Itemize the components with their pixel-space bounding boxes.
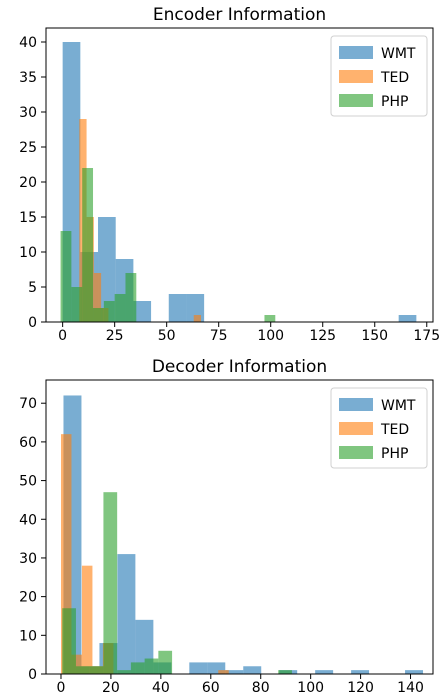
encoder-ytick-label: 10 bbox=[19, 245, 37, 261]
encoder-ytick-label: 15 bbox=[19, 210, 37, 226]
decoder-chart-panel: Decoder Information 0 20 40 60 80 100 120 140 0 10… bbox=[0, 350, 444, 700]
encoder-legend-label-ted: TED bbox=[380, 70, 409, 86]
decoder-bar-wmt-13 bbox=[405, 670, 424, 674]
encoder-ytick-label: 5 bbox=[28, 280, 37, 296]
encoder-bar-wmt-4 bbox=[133, 301, 152, 322]
decoder-ytick-label: 0 bbox=[28, 667, 37, 683]
decoder-ytick-label: 60 bbox=[19, 435, 37, 451]
encoder-legend-swatch-wmt bbox=[339, 46, 373, 59]
encoder-xtick-label: 150 bbox=[361, 328, 388, 344]
encoder-bar-ted-2 bbox=[93, 273, 102, 322]
decoder-ytick-label: 10 bbox=[19, 628, 37, 644]
decoder-bar-wmt-3 bbox=[117, 554, 136, 674]
encoder-bar-ted-4 bbox=[193, 315, 202, 322]
encoder-plot-frame bbox=[45, 27, 434, 323]
encoder-bar-php-4 bbox=[103, 301, 115, 322]
encoder-bar-php-3 bbox=[93, 308, 104, 322]
decoder-xtick-label: 60 bbox=[202, 680, 220, 696]
decoder-bar-php-8 bbox=[278, 670, 292, 674]
encoder-xtick-label: 75 bbox=[210, 328, 228, 344]
decoder-histogram: Decoder Information 0 20 40 60 80 100 120 140 0 10… bbox=[19, 357, 434, 696]
decoder-xtick-label: 0 bbox=[57, 680, 66, 696]
encoder-histogram: Encoder Information 0 25 50 75 100 125 150 175 0 5… bbox=[19, 5, 440, 344]
decoder-xtick-label: 120 bbox=[347, 680, 374, 696]
decoder-bar-php-0 bbox=[62, 608, 76, 674]
decoder-xtick-label: 80 bbox=[252, 680, 270, 696]
decoder-bar-wmt-7 bbox=[207, 662, 226, 674]
decoder-ytick-label: 40 bbox=[19, 512, 37, 528]
decoder-chart-title: Decoder Information bbox=[152, 357, 327, 377]
encoder-bar-wmt-7 bbox=[398, 315, 417, 322]
encoder-xtick-label: 0 bbox=[58, 328, 67, 344]
decoder-bar-php-5 bbox=[130, 662, 145, 674]
decoder-bar-ted-0 bbox=[60, 434, 72, 674]
decoder-bar-php-1 bbox=[75, 666, 90, 674]
encoder-ytick-label: 30 bbox=[19, 105, 37, 121]
decoder-bar-php-6 bbox=[144, 658, 159, 674]
decoder-legend-label-wmt: WMT bbox=[381, 398, 416, 414]
encoder-bar-php-5 bbox=[114, 294, 126, 322]
encoder-xtick-label: 100 bbox=[257, 328, 284, 344]
encoder-xtick-label: 125 bbox=[309, 328, 336, 344]
decoder-bar-php-3 bbox=[103, 492, 118, 674]
encoder-legend-label-wmt: WMT bbox=[381, 46, 416, 62]
decoder-bar-ted-1 bbox=[71, 654, 82, 674]
encoder-bar-php-7 bbox=[264, 315, 276, 322]
encoder-xtick-label: 50 bbox=[158, 328, 176, 344]
encoder-bar-wmt-2 bbox=[98, 217, 116, 322]
decoder-legend-swatch-php bbox=[339, 446, 373, 459]
encoder-xtick-label: 25 bbox=[106, 328, 124, 344]
decoder-legend: WMT TED PHP bbox=[330, 387, 428, 469]
decoder-ytick-label: 30 bbox=[19, 551, 37, 567]
decoder-legend-swatch-ted bbox=[339, 422, 373, 435]
decoder-bar-wmt-8 bbox=[225, 670, 244, 674]
decoder-bar-php-2 bbox=[89, 666, 104, 674]
decoder-legend-label-php: PHP bbox=[381, 446, 408, 462]
decoder-legend-swatch-wmt bbox=[339, 398, 373, 411]
decoder-ytick-label: 70 bbox=[19, 396, 37, 412]
encoder-bar-wmt-5 bbox=[168, 294, 187, 322]
decoder-plot-frame bbox=[45, 379, 434, 675]
encoder-legend: WMT TED PHP bbox=[330, 35, 428, 117]
encoder-legend-swatch-php bbox=[339, 94, 373, 107]
encoder-bar-php-6 bbox=[125, 273, 137, 322]
encoder-xtick-label: 175 bbox=[413, 328, 440, 344]
encoder-ytick-label: 40 bbox=[19, 35, 37, 51]
encoder-chart-panel: Encoder Information 0 25 50 75 100 125 150 175 0 5… bbox=[0, 0, 444, 344]
encoder-ytick-label: 20 bbox=[19, 175, 37, 191]
decoder-bar-php-4 bbox=[117, 670, 131, 674]
decoder-bar-ted-2 bbox=[81, 565, 93, 674]
encoder-ytick-label: 25 bbox=[19, 140, 37, 156]
decoder-bar-wmt-11 bbox=[315, 670, 334, 674]
decoder-xtick-label: 100 bbox=[297, 680, 324, 696]
decoder-xtick-label: 20 bbox=[102, 680, 120, 696]
encoder-legend-label-php: PHP bbox=[381, 94, 408, 110]
decoder-bar-php-7 bbox=[158, 650, 173, 674]
decoder-bar-ted-5 bbox=[218, 670, 229, 674]
encoder-bar-php-2 bbox=[82, 168, 94, 322]
decoder-xtick-label: 40 bbox=[152, 680, 170, 696]
decoder-bar-wmt-12 bbox=[351, 670, 370, 674]
decoder-ytick-label: 50 bbox=[19, 474, 37, 490]
decoder-ytick-label: 20 bbox=[19, 590, 37, 606]
encoder-ytick-label: 35 bbox=[19, 70, 37, 86]
encoder-ytick-label: 0 bbox=[28, 315, 37, 331]
decoder-xtick-label: 140 bbox=[397, 680, 424, 696]
encoder-bar-php-0 bbox=[60, 231, 72, 322]
encoder-bar-php-1 bbox=[71, 287, 83, 322]
decoder-bar-wmt-9 bbox=[243, 666, 262, 674]
encoder-chart-title: Encoder Information bbox=[153, 5, 326, 25]
decoder-bar-wmt-6 bbox=[189, 662, 208, 674]
decoder-legend-label-ted: TED bbox=[380, 422, 409, 438]
encoder-legend-swatch-ted bbox=[339, 70, 373, 83]
